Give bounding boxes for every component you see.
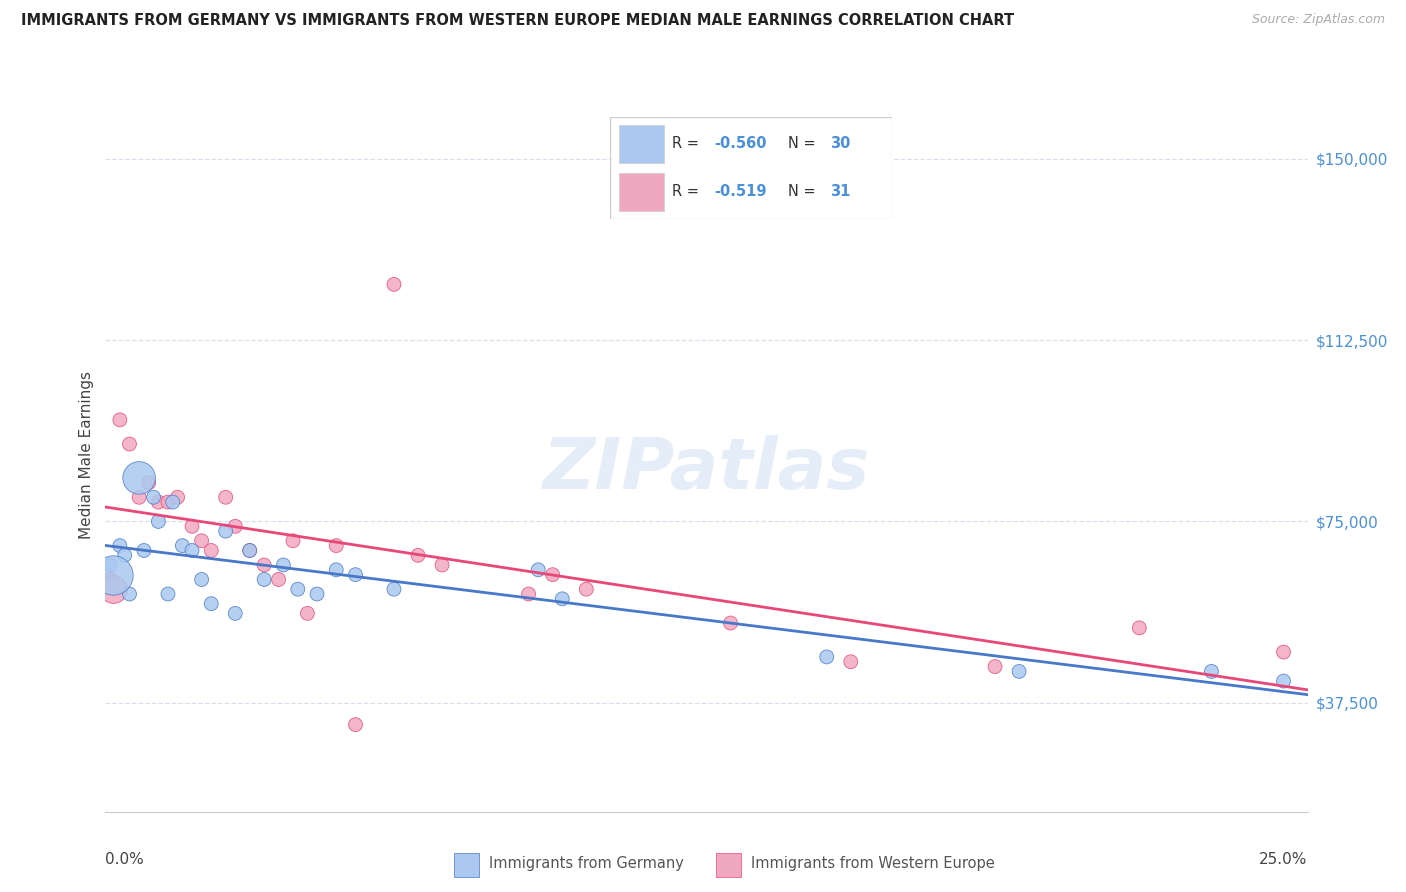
Point [162,495,184,509]
Point [815,649,838,664]
Point [108,539,131,553]
Point [517,587,540,601]
Point [156,587,179,601]
Text: -0.519: -0.519 [714,185,766,199]
Point [1128,621,1150,635]
Point [166,490,188,504]
Point [128,490,150,504]
Text: Source: ZipAtlas.com: Source: ZipAtlas.com [1251,13,1385,27]
Point [720,615,742,630]
Point [181,519,204,533]
Point [253,558,276,572]
Text: IMMIGRANTS FROM GERMANY VS IMMIGRANTS FROM WESTERN EUROPE MEDIAN MALE EARNINGS C: IMMIGRANTS FROM GERMANY VS IMMIGRANTS FR… [21,13,1014,29]
Point [118,587,141,601]
Point [142,490,165,504]
Point [297,607,319,621]
Point [108,413,131,427]
Point [98,573,121,587]
Point [551,591,574,606]
Point [200,543,222,558]
Point [1201,665,1223,679]
Point [101,582,124,597]
Point [267,573,290,587]
Point [101,567,124,582]
Point [305,587,328,601]
Point [132,543,155,558]
Point [190,573,212,587]
Text: ZIPatlas: ZIPatlas [543,434,870,504]
Point [156,495,179,509]
Point [541,567,564,582]
Text: R =: R = [672,136,704,151]
Point [575,582,598,597]
Point [430,558,453,572]
Point [382,582,405,597]
Text: R =: R = [672,185,704,199]
Point [190,533,212,548]
FancyBboxPatch shape [454,853,479,877]
Point [114,549,136,563]
Point [406,549,429,563]
Text: 25.0%: 25.0% [1260,852,1308,867]
Point [325,539,347,553]
Point [98,558,121,572]
Point [273,558,295,572]
Point [382,277,405,292]
Point [214,490,236,504]
Text: 30: 30 [830,136,851,151]
Point [239,543,262,558]
Text: N =: N = [787,185,820,199]
Point [128,471,150,485]
Point [224,607,246,621]
Text: 0.0%: 0.0% [105,852,145,867]
Point [984,659,1007,673]
Point [138,475,160,490]
Point [1008,665,1031,679]
Point [281,533,304,548]
Y-axis label: Median Male Earnings: Median Male Earnings [79,371,94,539]
Point [181,543,204,558]
Text: N =: N = [787,136,820,151]
Text: Immigrants from Germany: Immigrants from Germany [489,856,685,871]
Text: Immigrants from Western Europe: Immigrants from Western Europe [751,856,994,871]
Point [287,582,309,597]
Point [200,597,222,611]
Point [118,437,141,451]
Point [839,655,862,669]
Text: 31: 31 [830,185,851,199]
Point [344,567,367,582]
Point [1272,645,1295,659]
Point [224,519,246,533]
Point [325,563,347,577]
Point [527,563,550,577]
Text: -0.560: -0.560 [714,136,766,151]
FancyBboxPatch shape [716,853,741,877]
Point [1272,674,1295,689]
FancyBboxPatch shape [619,125,664,163]
Point [239,543,262,558]
Point [148,515,170,529]
Point [344,717,367,731]
Point [214,524,236,538]
Point [253,573,276,587]
FancyBboxPatch shape [619,173,664,211]
Point [148,495,170,509]
Point [172,539,194,553]
